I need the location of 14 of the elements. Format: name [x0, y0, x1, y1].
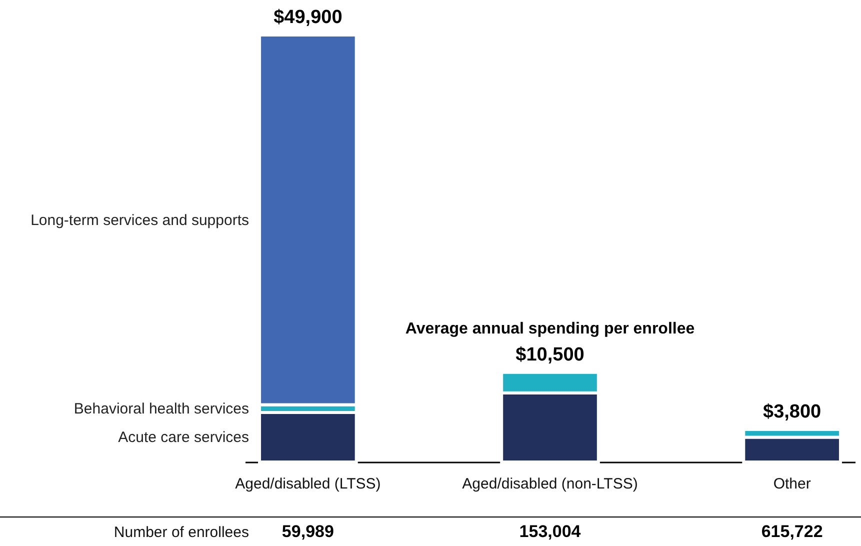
series-label: Long-term services and supports	[30, 212, 249, 229]
x-tick-label: Other	[773, 476, 811, 492]
annotation: $3,800	[763, 402, 822, 423]
text: 59,989	[282, 522, 334, 541]
text: 615,722	[761, 522, 823, 541]
series-label: Behavioral health services	[74, 400, 249, 418]
text: Number of enrollees	[114, 524, 249, 541]
x-tick-label: Aged/disabled (non-LTSS)	[462, 476, 638, 492]
x-tick-label: Aged/disabled (LTSS)	[235, 476, 381, 492]
annotation: $10,500	[516, 344, 584, 366]
annotation: Average annual spending per enrollee	[405, 320, 695, 338]
text: 153,004	[519, 522, 582, 541]
series-label: Acute care services	[118, 429, 249, 446]
annotation: $49,900	[274, 7, 342, 28]
